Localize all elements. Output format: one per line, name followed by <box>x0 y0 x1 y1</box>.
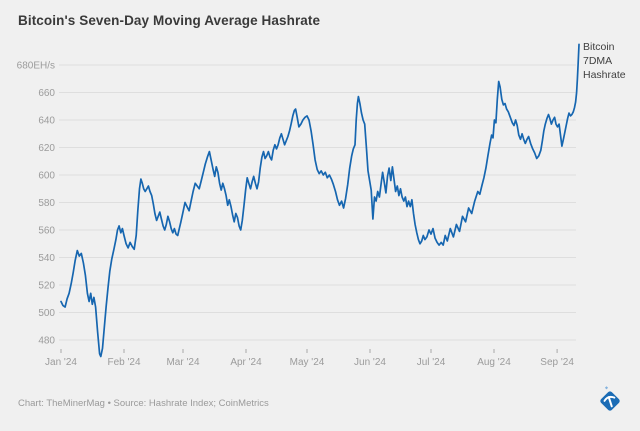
x-tick-label: May '24 <box>290 357 325 368</box>
y-grid <box>59 64 576 341</box>
y-tick-label: 560 <box>38 226 55 237</box>
y-tick-label: 620 <box>38 143 55 154</box>
x-tick-label: Jun '24 <box>354 357 386 368</box>
x-tick-label: Jul '24 <box>417 357 446 368</box>
chart-footer-attribution: Chart: TheMinerMag • Source: Hashrate In… <box>18 398 269 409</box>
y-tick-label: 540 <box>38 253 55 264</box>
hashrate-line <box>60 43 580 358</box>
y-tick-label: 500 <box>38 308 55 319</box>
y-tick-label: 520 <box>38 281 55 292</box>
series-legend: Bitcoin 7DMA Hashrate <box>583 40 626 82</box>
y-tick-label: 640 <box>38 116 55 127</box>
x-tick-label: Feb '24 <box>107 357 140 368</box>
x-tick-label: Apr '24 <box>230 357 262 368</box>
y-tick-label: 680EH/s <box>17 61 55 72</box>
y-tick-label: 580 <box>38 198 55 209</box>
logo-sparkle-icon <box>604 386 609 390</box>
x-tick-label: Sep '24 <box>540 357 574 368</box>
page-title: Bitcoin's Seven-Day Moving Average Hashr… <box>18 13 321 28</box>
y-tick-label: 600 <box>38 171 55 182</box>
y-tick-label: 480 <box>38 336 55 347</box>
y-tick-label: 660 <box>38 88 55 99</box>
x-tick-label: Aug '24 <box>477 357 511 368</box>
legend-line-1: Bitcoin <box>583 41 615 53</box>
x-axis: Jan '24 Feb '24 Mar '24 Apr '24 May '24 Jun '… <box>45 349 574 368</box>
legend-line-2: 7DMA <box>583 55 613 67</box>
theminermag-logo <box>600 386 620 411</box>
x-tick-label: Jan '24 <box>45 357 77 368</box>
y-axis-labels: 480 500 520 540 560 580 600 620 640 660 680EH/s <box>17 61 56 347</box>
legend-line-3: Hashrate <box>583 69 626 81</box>
pickaxe-icon <box>603 395 616 408</box>
x-tick-label: Mar '24 <box>166 357 199 368</box>
